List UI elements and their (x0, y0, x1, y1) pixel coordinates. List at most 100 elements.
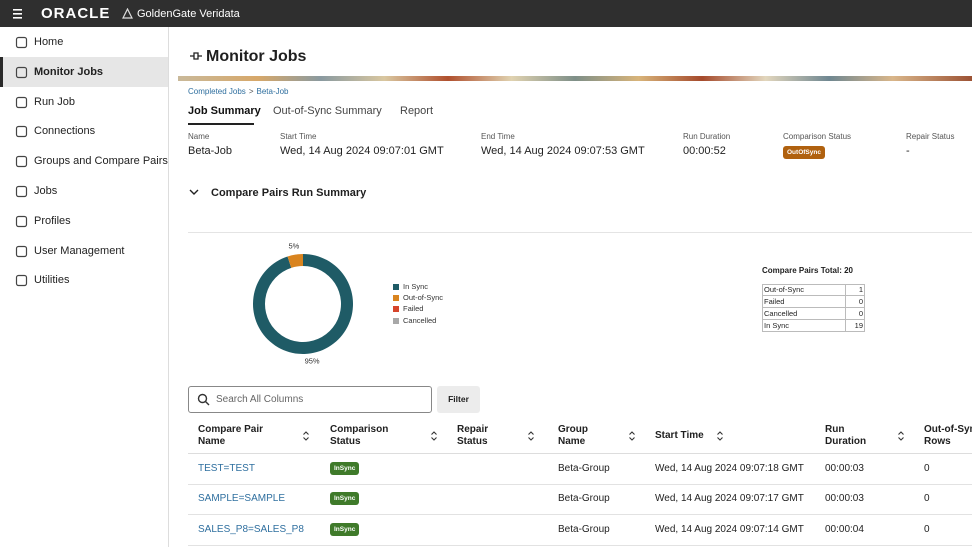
column-header[interactable]: Repair Status (457, 424, 489, 447)
sort-arrows (528, 431, 534, 441)
nav-icon-shape (15, 215, 28, 227)
field-label: Comparison Status (783, 132, 852, 141)
cell: 0 (924, 523, 930, 535)
field-value: Beta-Job (188, 145, 233, 157)
sort-icon (717, 431, 723, 441)
search-icon (197, 393, 210, 406)
nav-icon-shape (15, 245, 28, 257)
status-badge: OutOfSync (783, 146, 825, 159)
totals-value: 19 (854, 321, 863, 330)
filter-button[interactable]: Filter (437, 386, 480, 413)
totals-label: Failed (764, 297, 785, 306)
legend-label: In Sync (403, 282, 429, 291)
field-value: 00:00:52 (683, 145, 726, 157)
legend-swatch (393, 306, 399, 313)
tab[interactable]: Out-of-Sync Summary (273, 105, 382, 117)
banner (178, 76, 972, 81)
chevron-icon (189, 189, 199, 195)
pair-link[interactable]: TEST=TEST (198, 463, 255, 474)
totals-divider (845, 296, 846, 308)
field-label: Start Time (280, 132, 317, 141)
menu-line (13, 9, 22, 11)
nav-item[interactable]: Home (34, 36, 64, 48)
nav-icon (15, 215, 28, 227)
field-label: Name (188, 132, 210, 141)
legend-label: Out-of-Sync (403, 293, 444, 303)
sort-arrows (431, 431, 437, 441)
breadcrumb-sep: > (248, 87, 254, 96)
search-placeholder: Search All Columns (216, 394, 304, 405)
field-label: Run Duration (683, 132, 731, 141)
nav-item[interactable]: Jobs (34, 185, 58, 197)
nav-item[interactable]: Groups and Compare Pairs (34, 155, 168, 168)
nav-item[interactable]: Utilities (34, 274, 70, 287)
column-header[interactable]: Comparison Status (330, 424, 389, 447)
legend-swatch (393, 284, 399, 290)
status-badge: InSync (330, 522, 360, 536)
nav-icon-shape (15, 275, 28, 287)
tab-underline (188, 123, 254, 125)
cell: Wed, 14 Aug 2024 09:07:18 GMT (655, 463, 804, 474)
title-icon-shape (190, 52, 202, 60)
donut-segment (287, 254, 303, 268)
nav-icon (15, 36, 28, 49)
totals-value: 0 (858, 297, 863, 306)
column-header[interactable]: Out-of-Sync Rows (924, 424, 972, 447)
cell: Beta-Group (558, 523, 610, 535)
nav-item[interactable]: User Management (34, 244, 125, 257)
nav-icon (15, 156, 28, 168)
cell: 00:00:03 (825, 493, 864, 505)
column-header[interactable]: Compare Pair Name (198, 424, 264, 447)
sort-icon (303, 431, 309, 441)
brand: ORACLE (41, 5, 111, 22)
nav-icon (15, 66, 28, 78)
sidebar (0, 27, 169, 547)
status-badge: InSync (330, 492, 360, 506)
column-header[interactable]: Start Time (655, 430, 704, 441)
totals-value: 0 (858, 309, 863, 318)
product-logo (122, 8, 133, 19)
field-label: End Time (481, 132, 515, 141)
breadcrumb-link[interactable]: Completed Jobs (188, 87, 246, 96)
nav-item[interactable]: Monitor Jobs (34, 65, 104, 78)
sort-arrows (717, 431, 723, 441)
cell: 0 (924, 463, 930, 474)
nav-icon-shape (15, 156, 28, 168)
sort-icon (528, 431, 534, 441)
sort-arrows (629, 431, 635, 441)
row-divider (188, 514, 972, 516)
nav-item[interactable]: Connections (34, 125, 96, 138)
section-title: Compare Pairs Run Summary (211, 187, 367, 199)
cell: Wed, 14 Aug 2024 09:07:14 GMT (655, 523, 804, 535)
pair-link[interactable]: SALES_P8=SALES_P8 (198, 523, 304, 535)
nav-item[interactable]: Profiles (34, 214, 71, 227)
column-header[interactable]: Group Name (558, 424, 588, 447)
totals-label: In Sync (764, 321, 790, 330)
totals-value: 1 (858, 285, 863, 294)
cell: 00:00:04 (825, 523, 864, 535)
breadcrumb-link[interactable]: Beta-Job (256, 87, 289, 96)
nav-item[interactable]: Run Job (34, 95, 75, 108)
nav-icon (15, 96, 28, 108)
nav-icon-shape (15, 36, 28, 49)
cell: Beta-Group (558, 493, 610, 505)
column-header[interactable]: Run Duration (825, 424, 867, 447)
totals-row (762, 284, 865, 296)
cell: 0 (924, 493, 930, 505)
field-value: Wed, 14 Aug 2024 09:07:53 GMT (481, 145, 645, 157)
totals-title: Compare Pairs Total: 20 (762, 266, 853, 275)
cell: Beta-Group (558, 463, 610, 474)
sort-arrows (898, 431, 904, 441)
tab[interactable]: Job Summary (188, 105, 261, 117)
pair-link[interactable]: SAMPLE=SAMPLE (198, 493, 285, 505)
legend-label: Failed (403, 304, 424, 314)
status-badge: InSync (330, 462, 360, 475)
logo-shape (122, 8, 133, 19)
totals-label: Out-of-Sync (764, 285, 805, 294)
field-value: Wed, 14 Aug 2024 09:07:01 GMT (280, 145, 444, 157)
cell: 00:00:03 (825, 463, 864, 474)
search-box[interactable] (188, 386, 432, 413)
tab[interactable]: Report (400, 105, 434, 117)
title-icon (190, 52, 202, 60)
